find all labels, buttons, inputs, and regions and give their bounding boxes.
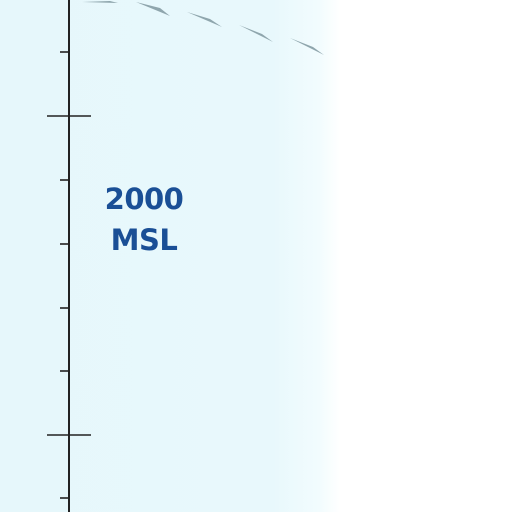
airspace-shading	[0, 0, 340, 512]
boundary-tick	[82, 1, 118, 3]
altitude-reference-label: MSL	[110, 223, 178, 257]
boundary-tick	[187, 12, 222, 27]
boundary-tick	[290, 38, 324, 55]
altitude-value-label: 2000	[104, 182, 184, 216]
boundary-tick	[239, 25, 273, 42]
boundary-tick	[136, 2, 170, 16]
